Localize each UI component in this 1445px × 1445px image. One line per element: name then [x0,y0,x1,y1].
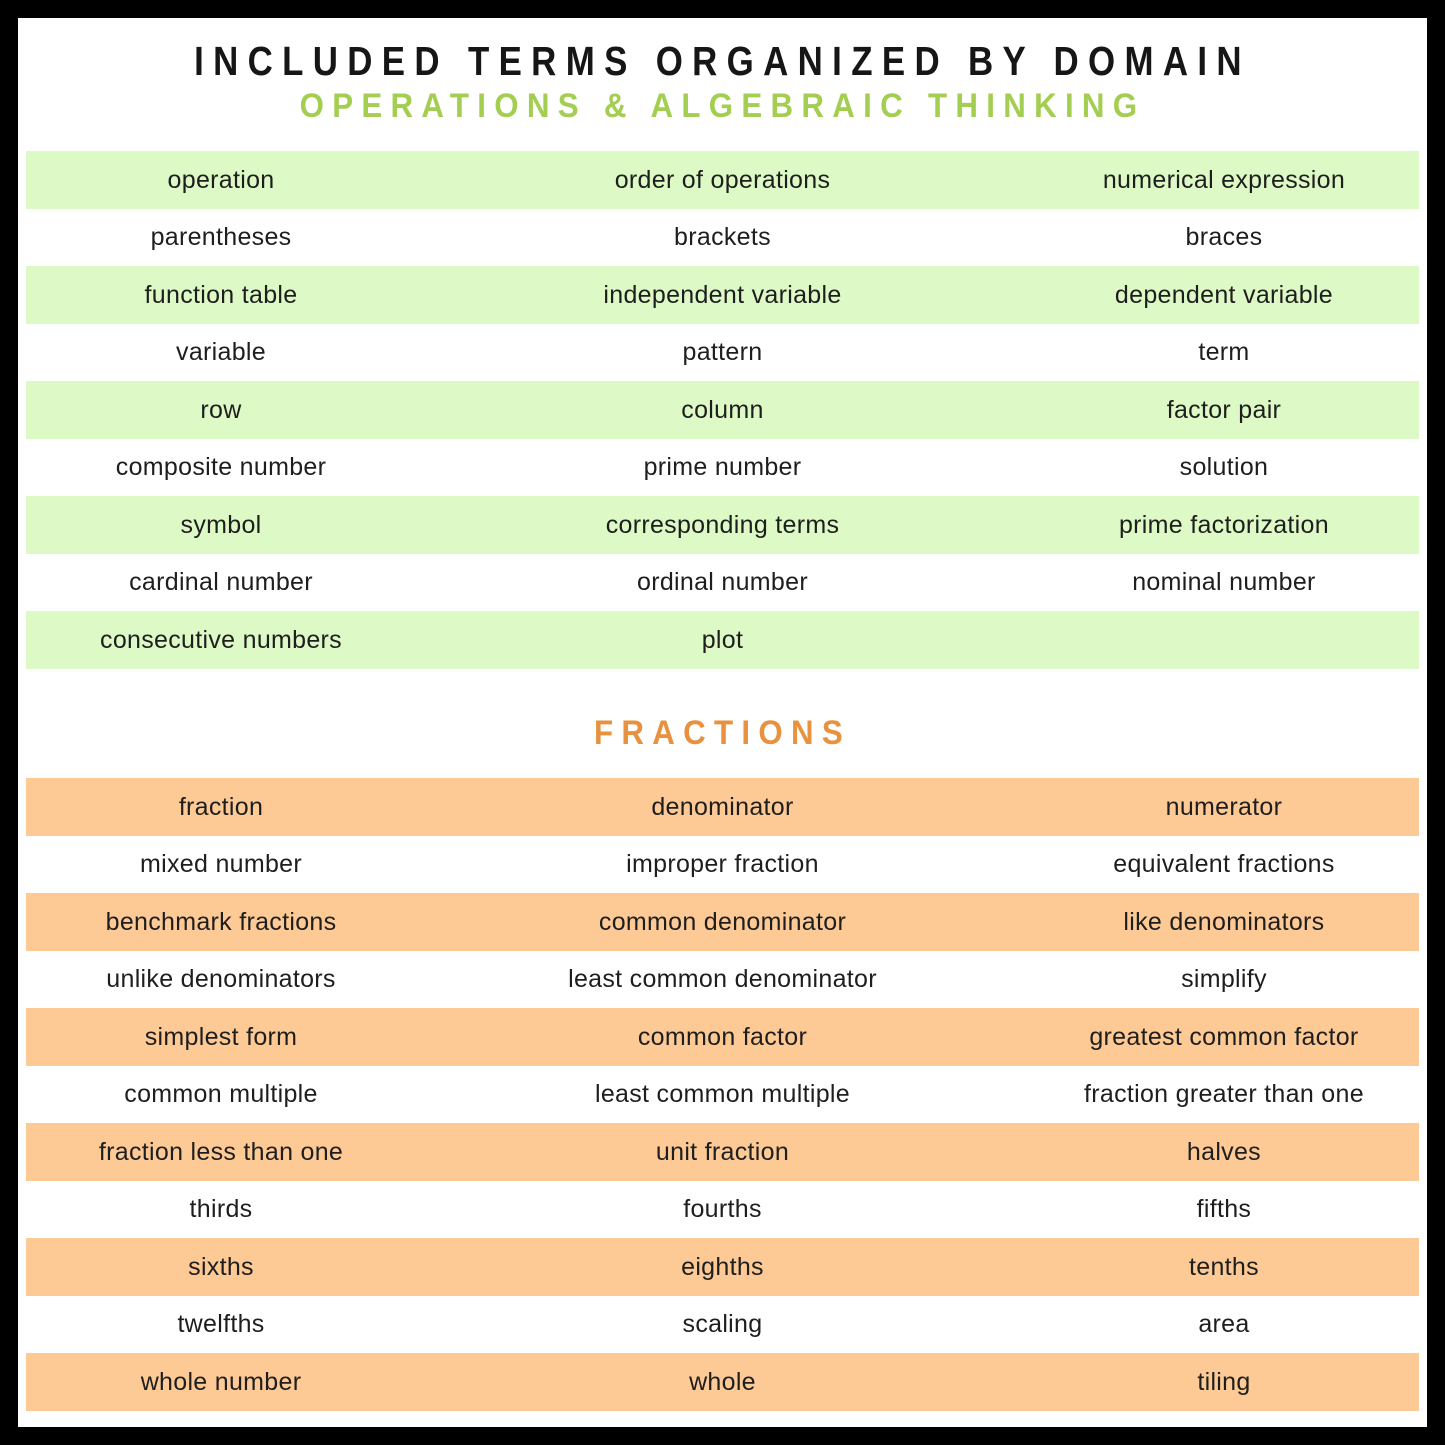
table-row: fraction less than one unit fraction halve… [26,1123,1419,1181]
term-cell: term [1198,338,1250,367]
term-table-fractions: fraction denominator numerator mixed number… [26,778,1419,1411]
term-cell: symbol [180,510,262,539]
table-row: symbol corresponding terms prime factoriza… [26,496,1419,554]
term-cell: prime factorization [1118,510,1329,539]
term-cell: fifths [1196,1195,1252,1224]
table-row: common multiple least common multiple frac… [26,1066,1419,1124]
term-cell: column [681,395,764,424]
term-cell: variable [176,338,266,367]
table-row: consecutive numbers plot [26,611,1419,669]
section-operations-algebraic-thinking: OPERATIONS & ALGEBRAIC THINKING operation… [18,87,1427,669]
table-row: benchmark fractions common denominator lik… [26,893,1419,951]
term-cell: function table [144,280,298,309]
table-row: fraction denominator numerator [26,778,1419,836]
table-row: unlike denominators least common denomina… [26,951,1419,1009]
term-cell: halves [1186,1137,1261,1166]
table-row: cardinal number ordinal number nominal num… [26,554,1419,612]
term-cell: common factor [637,1022,808,1051]
table-row: simplest form common factor greatest commo… [26,1008,1419,1066]
term-table-operations-algebraic-thinking: operation order of operations numerical ex… [26,151,1419,669]
term-cell: equivalent fractions [1113,850,1335,879]
term-cell: independent variable [603,280,842,309]
poster-canvas: INCLUDED TERMS ORGANIZED BY DOMAIN OPERA… [18,18,1427,1427]
term-cell: unit fraction [655,1137,790,1166]
section-heading-operations-algebraic-thinking: OPERATIONS & ALGEBRAIC THINKING [299,87,1146,126]
table-row: variable pattern term [26,324,1419,382]
term-cell: simplest form [144,1022,298,1051]
term-cell: composite number [115,453,327,482]
table-row: row column factor pair [26,381,1419,439]
term-cell: fourths [683,1195,762,1224]
term-cell: mixed number [140,850,303,879]
sections-root: OPERATIONS & ALGEBRAIC THINKING operation… [18,87,1427,1411]
table-row: operation order of operations numerical ex… [26,151,1419,209]
term-cell: consecutive numbers [100,625,342,654]
term-cell: common denominator [598,907,847,936]
term-cell: numerical expression [1102,165,1346,194]
term-cell: factor pair [1166,395,1282,424]
table-row: sixths eighths tenths [26,1238,1419,1296]
term-cell: least common multiple [594,1080,850,1109]
page-title: INCLUDED TERMS ORGANIZED BY DOMAIN [194,38,1251,84]
term-cell: fraction greater than one [1084,1080,1364,1109]
term-cell: plot [701,625,744,654]
term-cell: row [200,395,242,424]
term-cell: tenths [1189,1252,1259,1281]
term-cell: denominator [651,792,794,821]
term-cell: whole number [140,1367,302,1396]
term-cell: cardinal number [129,568,313,597]
term-cell: corresponding terms [605,510,840,539]
term-cell: nominal number [1132,568,1316,597]
term-cell: simplify [1181,965,1267,994]
term-cell: solution [1179,453,1269,482]
term-cell: like denominators [1123,907,1325,936]
term-cell: sixths [188,1252,254,1281]
section-fractions: FRACTIONS fraction denominator numerator mix… [18,713,1427,1411]
term-cell: benchmark fractions [105,907,337,936]
section-heading-fractions: FRACTIONS [594,713,851,752]
table-row: composite number prime number solution [26,439,1419,497]
term-cell: fraction less than one [98,1137,344,1166]
term-cell: improper fraction [626,850,819,879]
term-cell: tiling [1197,1367,1251,1396]
term-cell: thirds [189,1195,253,1224]
term-cell: greatest common factor [1089,1022,1359,1051]
table-row: whole number whole tiling [26,1353,1419,1411]
term-cell: ordinal number [637,568,808,597]
term-cell: prime number [643,453,802,482]
term-cell: unlike denominators [106,965,336,994]
table-row: parentheses brackets braces [26,209,1419,267]
term-cell: operation [167,165,275,194]
term-cell: parentheses [150,223,292,252]
term-cell: brackets [674,223,771,252]
table-row: thirds fourths fifths [26,1181,1419,1239]
term-cell: order of operations [614,165,831,194]
term-cell: common multiple [124,1080,318,1109]
term-cell: area [1198,1310,1250,1339]
term-cell: pattern [682,338,763,367]
term-cell: least common denominator [568,965,877,994]
table-row: function table independent variable depend… [26,266,1419,324]
term-cell: twelfths [177,1310,265,1339]
term-cell: eighths [681,1252,764,1281]
term-cell: braces [1185,223,1263,252]
term-cell: scaling [682,1310,763,1339]
table-row: twelfths scaling area [26,1296,1419,1354]
term-cell: numerator [1165,792,1283,821]
term-cell: whole [689,1367,756,1396]
term-cell: fraction [178,792,264,821]
table-row: mixed number improper fraction equivalent … [26,836,1419,894]
term-cell: dependent variable [1114,280,1333,309]
